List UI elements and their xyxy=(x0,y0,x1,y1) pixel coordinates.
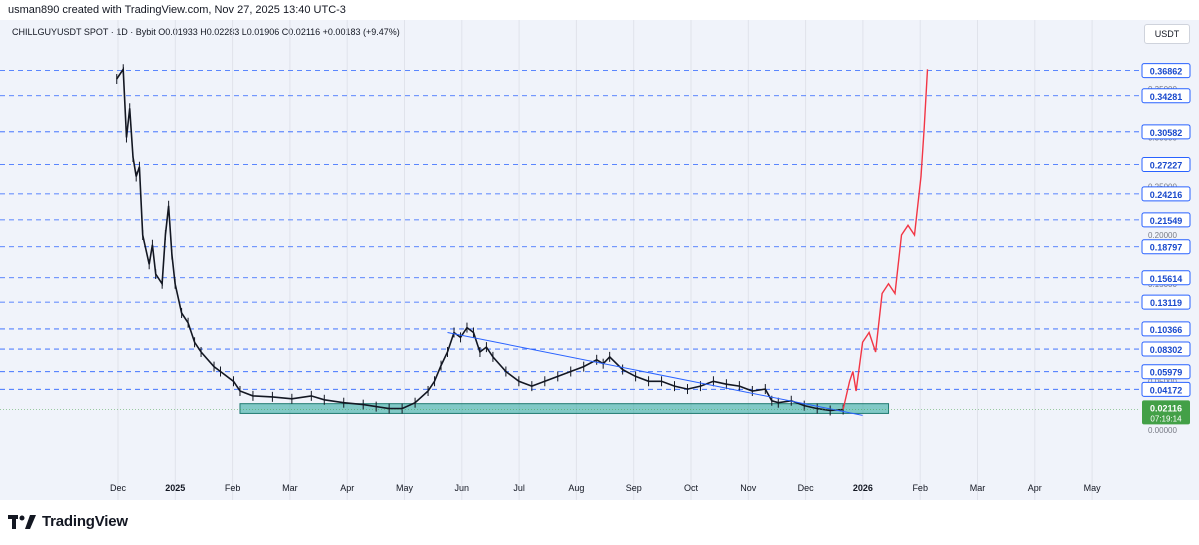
level-label-box xyxy=(1141,364,1191,380)
level-label: 0.30582 xyxy=(1150,128,1183,138)
level-label: 0.05979 xyxy=(1150,368,1183,378)
level-label-box xyxy=(1141,239,1191,255)
y-tick-label: 0.00000 xyxy=(1148,426,1177,435)
level-label: 0.15614 xyxy=(1150,274,1183,284)
level-label-box xyxy=(1141,341,1191,357)
projection-path xyxy=(842,69,929,410)
level-label: 0.34281 xyxy=(1150,92,1183,102)
level-label: 0.08302 xyxy=(1150,345,1183,355)
level-label-box xyxy=(1141,63,1191,79)
x-tick-label: Dec xyxy=(798,483,815,493)
countdown-timer: 07:19:14 xyxy=(1150,414,1182,423)
x-tick-label: Jul xyxy=(513,483,525,493)
level-label: 0.21549 xyxy=(1150,216,1183,226)
y-tick-label: 0.20000 xyxy=(1148,231,1177,240)
level-label: 0.36862 xyxy=(1150,67,1183,77)
x-tick-label: Aug xyxy=(568,483,584,493)
x-tick-label: Oct xyxy=(684,483,699,493)
symbol-legend: CHILLGUYUSDT SPOT · 1D · Bybit O0.01933 … xyxy=(12,27,400,37)
level-label-box xyxy=(1141,88,1191,104)
level-label-box xyxy=(1141,212,1191,228)
price-series-line xyxy=(116,66,844,412)
x-tick-label: Apr xyxy=(1028,483,1042,493)
x-tick-label: Nov xyxy=(740,483,757,493)
tradingview-brand: TradingView xyxy=(8,513,128,530)
current-price-value: 0.02116 xyxy=(1150,403,1182,413)
level-label-box xyxy=(1141,270,1191,286)
tradingview-brand-name: TradingView xyxy=(42,513,128,530)
level-label-box xyxy=(1141,186,1191,202)
x-tick-label: Apr xyxy=(340,483,354,493)
level-label: 0.10366 xyxy=(1150,325,1183,335)
level-label: 0.27227 xyxy=(1150,161,1183,171)
x-tick-label: Feb xyxy=(225,483,241,493)
support-zone xyxy=(239,403,890,414)
level-label-box xyxy=(1141,124,1191,140)
tradingview-logo-icon xyxy=(8,514,36,529)
x-tick-label: 2025 xyxy=(165,483,185,493)
y-tick-label: 0.05000 xyxy=(1148,377,1177,386)
chart-area[interactable] xyxy=(0,20,1199,500)
x-tick-label: May xyxy=(396,483,414,493)
x-tick-label: May xyxy=(1084,483,1102,493)
level-label-box xyxy=(1141,157,1191,173)
level-label: 0.24216 xyxy=(1150,190,1183,200)
level-label-box xyxy=(1141,321,1191,337)
level-label: 0.18797 xyxy=(1150,243,1183,253)
x-tick-label: 2026 xyxy=(853,483,873,493)
x-tick-label: Dec xyxy=(110,483,127,493)
x-tick-label: Mar xyxy=(970,483,986,493)
x-tick-label: Mar xyxy=(282,483,298,493)
level-label: 0.04172 xyxy=(1150,385,1183,395)
currency-button[interactable]: USDT xyxy=(1144,24,1190,44)
x-tick-label: Jun xyxy=(455,483,470,493)
current-price-badge xyxy=(1142,400,1190,425)
x-tick-label: Feb xyxy=(912,483,928,493)
level-label: 0.13119 xyxy=(1150,298,1182,308)
created-by-line: usman890 created with TradingView.com, N… xyxy=(8,4,346,16)
descending-trendline xyxy=(447,332,863,416)
level-label-box xyxy=(1141,381,1191,397)
level-label-box xyxy=(1141,294,1191,310)
x-tick-label: Sep xyxy=(626,483,642,493)
